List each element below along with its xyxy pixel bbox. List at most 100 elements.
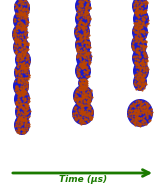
Point bbox=[145, 108, 148, 111]
Point bbox=[18, 116, 21, 119]
Point bbox=[87, 15, 90, 18]
Point bbox=[86, 53, 88, 56]
Point bbox=[87, 42, 90, 45]
Point bbox=[15, 54, 18, 57]
Point bbox=[142, 115, 145, 118]
Point bbox=[141, 2, 144, 5]
Point bbox=[22, 112, 25, 115]
Point bbox=[143, 111, 146, 114]
Point bbox=[20, 11, 23, 14]
Point bbox=[26, 111, 29, 114]
Point bbox=[145, 101, 148, 104]
Point bbox=[19, 117, 22, 119]
Point bbox=[130, 115, 133, 118]
Point bbox=[17, 119, 20, 122]
Point bbox=[79, 2, 81, 5]
Point bbox=[20, 28, 23, 31]
Point bbox=[135, 31, 137, 34]
Point bbox=[80, 88, 82, 91]
Point bbox=[139, 62, 142, 65]
Point bbox=[84, 104, 86, 107]
Point bbox=[18, 71, 20, 74]
Point bbox=[145, 1, 148, 4]
Point bbox=[79, 20, 81, 23]
Point bbox=[24, 50, 27, 53]
Point bbox=[138, 82, 141, 85]
Point bbox=[142, 0, 144, 3]
Point bbox=[16, 26, 18, 29]
Point bbox=[78, 102, 81, 105]
Point bbox=[80, 80, 83, 83]
Point bbox=[22, 131, 25, 134]
Point bbox=[87, 103, 90, 106]
Point bbox=[88, 6, 91, 9]
Point bbox=[135, 7, 138, 10]
Point bbox=[138, 26, 141, 29]
Point bbox=[132, 117, 135, 120]
Point bbox=[137, 109, 140, 112]
Point bbox=[23, 0, 26, 1]
Point bbox=[139, 13, 142, 16]
Point bbox=[21, 119, 24, 122]
Point bbox=[20, 40, 23, 43]
Point bbox=[85, 44, 88, 47]
Point bbox=[20, 11, 23, 14]
Point bbox=[25, 22, 27, 24]
Point bbox=[74, 97, 76, 100]
Point bbox=[87, 87, 89, 90]
Point bbox=[19, 0, 22, 3]
Point bbox=[74, 98, 76, 101]
Point bbox=[87, 58, 89, 61]
Point bbox=[135, 113, 138, 116]
Point bbox=[19, 117, 22, 120]
Point bbox=[138, 65, 141, 68]
Point bbox=[146, 69, 149, 72]
Point bbox=[27, 73, 30, 76]
Point bbox=[89, 117, 91, 120]
Point bbox=[18, 26, 21, 29]
Point bbox=[25, 58, 27, 61]
Point bbox=[24, 17, 27, 20]
Point bbox=[129, 108, 132, 111]
Point bbox=[17, 57, 19, 60]
Point bbox=[133, 73, 136, 76]
Point bbox=[85, 32, 88, 35]
Point bbox=[26, 107, 28, 110]
Point bbox=[75, 9, 78, 12]
Point bbox=[78, 0, 80, 2]
Point bbox=[86, 86, 88, 89]
Point bbox=[137, 83, 140, 86]
Point bbox=[20, 73, 22, 76]
Point bbox=[133, 77, 136, 80]
Point bbox=[84, 99, 87, 102]
Point bbox=[84, 49, 87, 52]
Point bbox=[79, 48, 82, 51]
Point bbox=[139, 70, 142, 73]
Point bbox=[27, 98, 29, 101]
Point bbox=[83, 103, 86, 106]
Point bbox=[78, 67, 80, 70]
Point bbox=[83, 117, 86, 120]
Point bbox=[16, 21, 19, 24]
Point bbox=[15, 41, 17, 44]
Point bbox=[136, 27, 139, 30]
Point bbox=[73, 105, 76, 108]
Point bbox=[26, 95, 29, 98]
Point bbox=[26, 43, 28, 46]
Point bbox=[138, 61, 141, 64]
Point bbox=[135, 62, 137, 65]
Point bbox=[84, 0, 87, 1]
Point bbox=[135, 37, 138, 40]
Point bbox=[88, 93, 91, 96]
Point bbox=[82, 53, 85, 56]
Point bbox=[74, 27, 77, 30]
Point bbox=[17, 130, 19, 133]
Point bbox=[138, 81, 140, 84]
Point bbox=[83, 27, 86, 30]
Point bbox=[86, 32, 88, 35]
Point bbox=[145, 59, 148, 62]
Point bbox=[23, 90, 26, 93]
Point bbox=[79, 119, 81, 122]
Point bbox=[84, 122, 86, 125]
Point bbox=[144, 2, 147, 5]
